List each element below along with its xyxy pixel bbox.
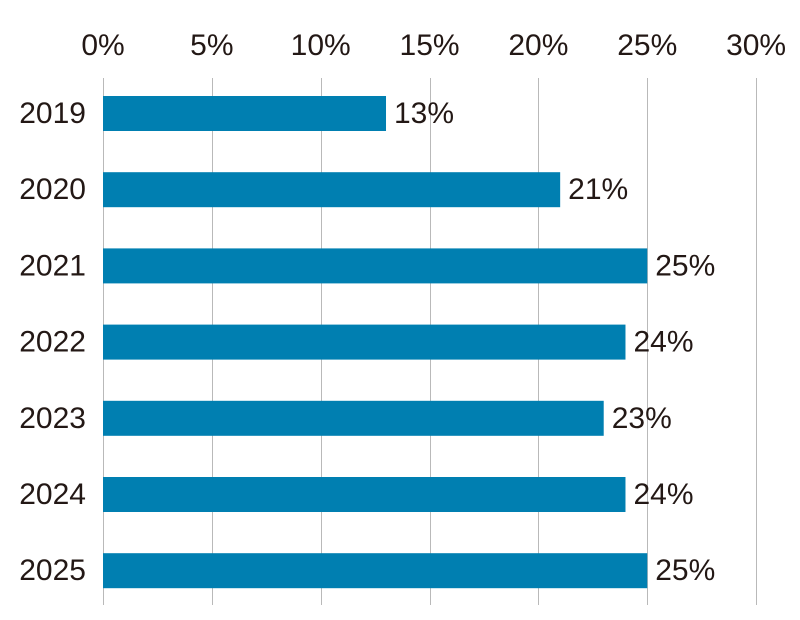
x-tick-label: 20% <box>508 29 568 62</box>
bar-2023 <box>103 400 604 436</box>
bar-2022 <box>103 324 626 360</box>
x-tick-label: 5% <box>190 29 233 62</box>
bars <box>103 96 648 589</box>
category-label: 2025 <box>19 554 86 587</box>
data-label: 23% <box>612 402 672 435</box>
category-label: 2021 <box>19 249 86 282</box>
category-label: 2023 <box>19 402 86 435</box>
data-labels: 13% 21% 25% 24% 23% 24% 25% <box>394 97 715 587</box>
x-axis-ticks: 0% 5% 10% 15% 20% 25% 30% <box>81 29 786 62</box>
data-label: 24% <box>633 478 693 511</box>
bar-2019 <box>103 96 387 131</box>
bar-2021 <box>103 248 648 284</box>
bar-2025 <box>103 553 648 589</box>
category-label: 2019 <box>19 97 86 130</box>
data-label: 21% <box>568 173 628 206</box>
x-tick-label: 30% <box>726 29 786 62</box>
category-labels: 2019 2020 2021 2022 2023 2024 2025 <box>19 97 86 587</box>
data-label: 25% <box>655 554 715 587</box>
x-tick-label: 0% <box>81 29 124 62</box>
category-label: 2024 <box>19 478 86 511</box>
data-label: 13% <box>394 97 454 130</box>
x-tick-label: 15% <box>400 29 460 62</box>
data-label: 24% <box>633 326 693 359</box>
category-label: 2022 <box>19 326 86 359</box>
x-tick-label: 25% <box>617 29 677 62</box>
x-tick-label: 10% <box>291 29 351 62</box>
bar-2024 <box>103 477 626 512</box>
bar-2020 <box>103 172 561 208</box>
data-label: 25% <box>655 249 715 282</box>
category-label: 2020 <box>19 173 86 206</box>
